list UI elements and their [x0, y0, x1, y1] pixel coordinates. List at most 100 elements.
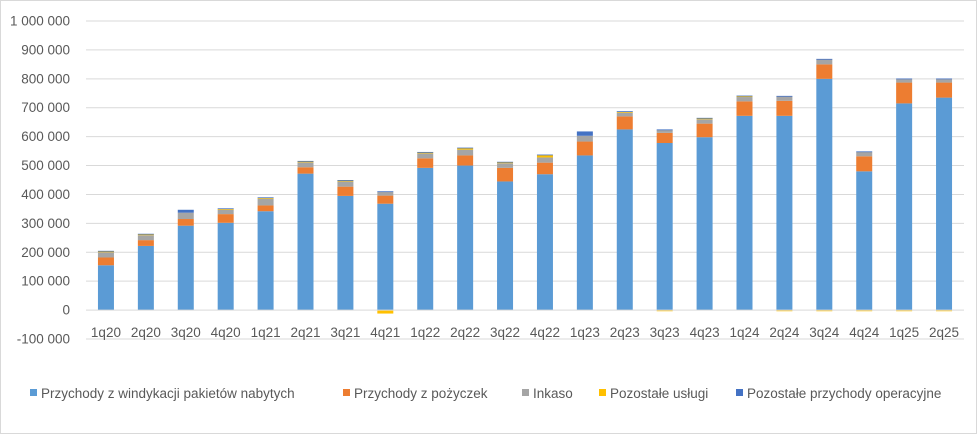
bar-segment	[457, 148, 474, 150]
x-tick-label: 1q24	[729, 325, 760, 340]
legend-swatch	[343, 389, 350, 396]
legend-label: Przychody z pożyczek	[354, 386, 488, 401]
bar-segment	[177, 212, 194, 220]
bar-segment	[816, 310, 833, 312]
bar-segment	[656, 129, 673, 133]
y-tick-label: 200 000	[21, 245, 70, 260]
axes: -100 000 0 100 000 200 000 300 000 400 000 500…	[10, 14, 964, 347]
bar-segment	[457, 147, 474, 149]
bar-segment	[776, 115, 793, 311]
bar-segment	[137, 233, 154, 235]
x-tick-label: 3q22	[490, 325, 520, 340]
x-tick-label: 3q20	[171, 325, 201, 340]
bar-segment	[896, 79, 913, 83]
bar-segment	[217, 208, 234, 210]
bar-segment	[497, 162, 514, 164]
bar-segment	[536, 157, 553, 163]
legend-swatch	[736, 389, 743, 396]
bar-segment	[497, 161, 514, 163]
bar-segment	[417, 153, 434, 159]
bar-segment	[257, 211, 274, 311]
y-tick-label: 1 000 000	[10, 14, 70, 29]
y-tick-label: 0	[62, 303, 70, 318]
bar-segment	[896, 310, 913, 312]
bar-segment	[337, 180, 354, 181]
x-tick-label: 1q25	[889, 325, 919, 340]
bar-segment	[177, 209, 194, 213]
bar-segment	[217, 208, 234, 210]
y-tick-label: 300 000	[21, 216, 70, 231]
bar-segment	[137, 234, 154, 236]
bar-segment	[257, 205, 274, 212]
legend-swatch	[30, 389, 37, 396]
bar-segment	[536, 154, 553, 156]
bar-segment	[257, 197, 274, 199]
bar-segment	[856, 310, 873, 312]
bar-segment	[736, 96, 753, 98]
bar-segment	[497, 167, 514, 182]
x-tick-label: 1q20	[91, 325, 121, 340]
legend-swatch	[599, 389, 606, 396]
bar-segment	[816, 59, 833, 65]
bar-segment	[377, 310, 394, 314]
bar-segment	[776, 95, 793, 97]
bar-segment	[377, 195, 394, 204]
bar-segment	[137, 240, 154, 246]
bar-segment	[177, 225, 194, 311]
bar-segment	[457, 165, 474, 311]
bar-segment	[696, 118, 713, 120]
y-tick-label: 100 000	[21, 274, 70, 289]
bar-segment	[417, 151, 434, 153]
x-tick-label: 4q21	[370, 325, 400, 340]
legend-label: Inkaso	[533, 386, 573, 401]
bar-segment	[656, 132, 673, 143]
x-tick-label: 1q21	[251, 325, 281, 340]
bar-segment	[457, 149, 474, 156]
bar-segment	[616, 111, 633, 113]
bar-segment	[936, 79, 953, 83]
bar-segment	[97, 251, 114, 253]
bar-segment	[616, 129, 633, 311]
bar-segment	[417, 152, 434, 154]
bar-segment	[97, 250, 114, 252]
bar-segment	[696, 119, 713, 124]
bar-segment	[736, 115, 753, 311]
bar-segment	[337, 180, 354, 182]
bar-segment	[896, 103, 913, 311]
x-tick-label: 2q25	[929, 325, 959, 340]
x-tick-label: 3q23	[650, 325, 680, 340]
bar-segment	[536, 162, 553, 175]
bar-segment	[936, 310, 953, 312]
x-tick-label: 4q20	[211, 325, 241, 340]
bar-segment	[497, 163, 514, 168]
x-tick-label: 4q23	[690, 325, 720, 340]
bar-segment	[696, 137, 713, 311]
bar-segment	[497, 181, 514, 311]
bar-segment	[337, 195, 354, 311]
bar-segment	[856, 156, 873, 172]
bar-segment	[776, 310, 793, 312]
bar-segment	[297, 161, 314, 163]
bar-segment	[297, 162, 314, 168]
y-tick-label: 800 000	[21, 71, 70, 86]
bar-segment	[856, 151, 873, 157]
bar-segment	[656, 129, 673, 131]
x-tick-label: 1q22	[410, 325, 440, 340]
bar-segment	[137, 235, 154, 241]
bar-segment	[896, 82, 913, 104]
bar-segment	[936, 97, 953, 311]
bar-segment	[97, 252, 114, 258]
legend-label: Pozostałe usługi	[610, 386, 708, 401]
y-tick-label: 500 000	[21, 158, 70, 173]
bar-segment	[417, 167, 434, 311]
legend-label: Przychody z windykacji pakietów nabytych	[41, 386, 295, 401]
bar-segment	[776, 96, 793, 101]
bar-segment	[696, 123, 713, 138]
y-tick-label: 600 000	[21, 129, 70, 144]
bar-segment	[377, 191, 394, 193]
x-tick-label: 2q22	[450, 325, 480, 340]
bar-segment	[616, 112, 633, 117]
bar-segment	[257, 198, 274, 206]
bar-segment	[856, 171, 873, 311]
